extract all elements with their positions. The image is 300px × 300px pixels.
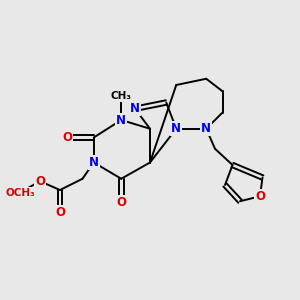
Text: O: O bbox=[116, 196, 126, 209]
Text: O: O bbox=[255, 190, 265, 203]
Text: N: N bbox=[89, 156, 99, 169]
Text: N: N bbox=[201, 122, 211, 135]
Text: O: O bbox=[55, 206, 65, 219]
Text: N: N bbox=[116, 113, 126, 127]
Text: O: O bbox=[35, 175, 45, 188]
Text: N: N bbox=[130, 102, 140, 115]
Text: CH₃: CH₃ bbox=[111, 91, 132, 101]
Text: N: N bbox=[171, 122, 181, 135]
Text: OCH₃: OCH₃ bbox=[5, 188, 35, 197]
Text: O: O bbox=[62, 131, 73, 144]
